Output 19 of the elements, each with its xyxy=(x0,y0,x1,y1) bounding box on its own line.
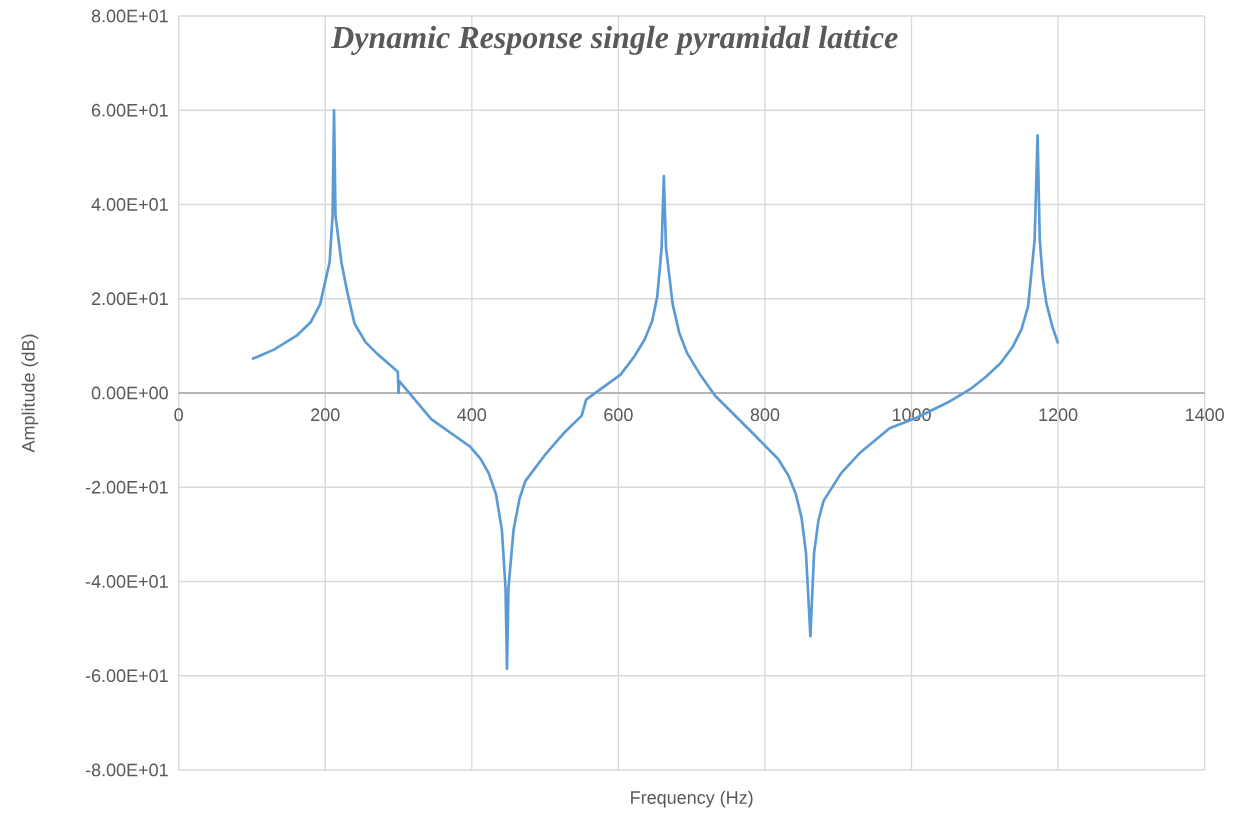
y-tick-label: 4.00E+01 xyxy=(91,198,168,211)
x-tick-label: 200 xyxy=(311,408,340,422)
x-tick-label: 1400 xyxy=(1186,408,1224,422)
x-axis-title: Frequency (Hz) xyxy=(631,790,753,808)
y-tick-label: -2.00E+01 xyxy=(85,480,168,494)
y-tick-label: 6.00E+01 xyxy=(91,103,168,117)
chart-title: Dynamic Response single pyramidal lattice xyxy=(330,25,898,55)
x-tick-label: 800 xyxy=(750,408,780,422)
y-tick-label: -4.00E+01 xyxy=(85,575,168,588)
x-tick-label: 400 xyxy=(457,408,487,422)
y-tick-label: 2.00E+01 xyxy=(91,292,168,306)
x-tick-label: 600 xyxy=(604,408,633,422)
y-tick-label: 0.00E+00 xyxy=(91,386,168,400)
y-tick-label: -6.00E+01 xyxy=(85,669,168,683)
y-tick-label: -8.00E+01 xyxy=(85,763,168,777)
x-tick-label: 0 xyxy=(174,408,183,422)
x-tick-label: 1200 xyxy=(1039,408,1078,422)
y-tick-label: 8.00E+01 xyxy=(91,9,168,23)
y-axis-title: Amplitude (dB) xyxy=(21,334,39,453)
